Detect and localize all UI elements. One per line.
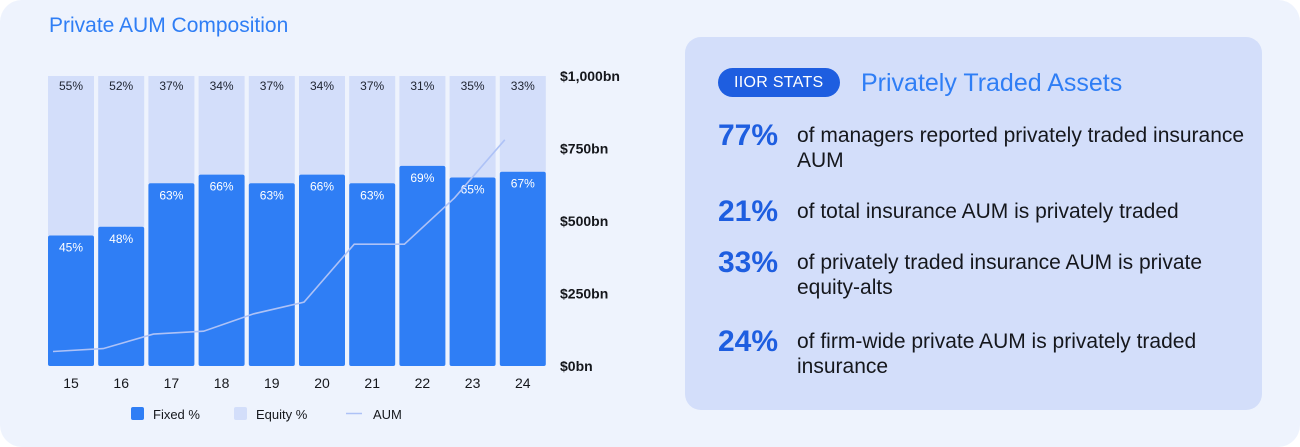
equity-data-label: 35%: [461, 79, 485, 93]
x-tick-label: 20: [314, 375, 330, 391]
bar-fixed: [299, 174, 345, 366]
equity-data-label: 34%: [310, 79, 334, 93]
bar-equity: [299, 76, 345, 175]
bar-fixed: [248, 183, 295, 366]
chart-title: Private AUM Composition: [49, 14, 289, 37]
fixed-data-label: 63%: [260, 188, 284, 202]
bar-fixed: [148, 183, 195, 366]
legend-swatch-equity: [234, 407, 247, 420]
stat-percentage: 33%: [718, 246, 779, 279]
x-tick-label: 21: [364, 375, 380, 391]
equity-data-label: 55%: [59, 79, 83, 93]
stat-percentage: 21%: [718, 195, 779, 228]
stat-percentage: 24%: [718, 325, 779, 358]
stats-title: Privately Traded Assets: [861, 69, 1123, 97]
equity-data-label: 31%: [410, 79, 434, 93]
x-tick-label: 17: [164, 375, 180, 391]
bar-fixed: [399, 165, 446, 366]
bar-fixed: [98, 226, 145, 366]
stat-description: of managers reported privately traded in…: [797, 124, 1245, 172]
aum-line: [52, 139, 506, 353]
right-axis-tick-label: $500bn: [560, 213, 608, 229]
stat-description: of total insurance AUM is privately trad…: [797, 200, 1179, 223]
fixed-data-label: 65%: [461, 183, 485, 197]
stat-percentage: 77%: [718, 119, 779, 152]
equity-data-label: 37%: [360, 79, 384, 93]
bar-equity: [198, 76, 245, 175]
legend-label: Fixed %: [153, 407, 200, 422]
legend-swatch-fixed: [131, 407, 144, 420]
bar-equity: [48, 76, 94, 236]
right-axis-tick-label: $750bn: [560, 141, 608, 157]
fixed-data-label: 66%: [310, 180, 334, 194]
bar-equity: [349, 76, 396, 184]
fixed-data-label: 45%: [59, 241, 83, 255]
x-tick-label: 15: [63, 375, 79, 391]
equity-data-label: 34%: [210, 79, 234, 93]
x-tick-label: 18: [214, 375, 230, 391]
legend-label: AUM: [373, 407, 402, 422]
x-tick-label: 24: [515, 375, 531, 391]
stat-description: of firm-wide private AUM is privately tr…: [797, 330, 1197, 378]
equity-data-label: 37%: [260, 79, 284, 93]
equity-data-label: 37%: [159, 79, 183, 93]
legend-label: Equity %: [256, 407, 308, 422]
aum-composition-chart: 55% 45% 15 52% 48% 16 37% 63% 17 34% 66% 18 37% 63% 19…: [48, 68, 620, 422]
bar-equity: [98, 76, 145, 227]
bar-equity: [499, 76, 546, 172]
x-tick-label: 16: [113, 375, 129, 391]
equity-data-label: 33%: [511, 79, 535, 93]
right-axis-tick-label: $1,000bn: [560, 68, 620, 84]
right-axis-tick-label: $0bn: [560, 358, 593, 374]
equity-data-label: 52%: [109, 79, 133, 93]
fixed-data-label: 48%: [109, 232, 133, 246]
x-tick-label: 23: [465, 375, 481, 391]
fixed-data-label: 69%: [410, 171, 434, 185]
stat-description: of privately traded insurance AUM is pri…: [797, 251, 1203, 299]
bar-fixed: [449, 177, 496, 366]
bar-fixed: [48, 235, 94, 366]
x-tick-label: 22: [415, 375, 431, 391]
stats-panel: IIOR STATS Privately Traded Assets 77% o…: [685, 37, 1262, 410]
x-tick-label: 19: [264, 375, 280, 391]
bar-equity: [148, 76, 195, 184]
fixed-data-label: 63%: [360, 188, 384, 202]
stats-badge: IIOR STATS: [718, 68, 840, 97]
bar-equity: [248, 76, 295, 184]
bar-equity: [449, 76, 496, 178]
fixed-data-label: 63%: [159, 188, 183, 202]
fixed-data-label: 67%: [511, 177, 535, 191]
bar-fixed: [349, 183, 396, 366]
fixed-data-label: 66%: [210, 180, 234, 194]
bar-fixed: [499, 171, 546, 366]
bar-fixed: [198, 174, 245, 366]
bar-equity: [399, 76, 446, 166]
right-axis-tick-label: $250bn: [560, 286, 608, 302]
